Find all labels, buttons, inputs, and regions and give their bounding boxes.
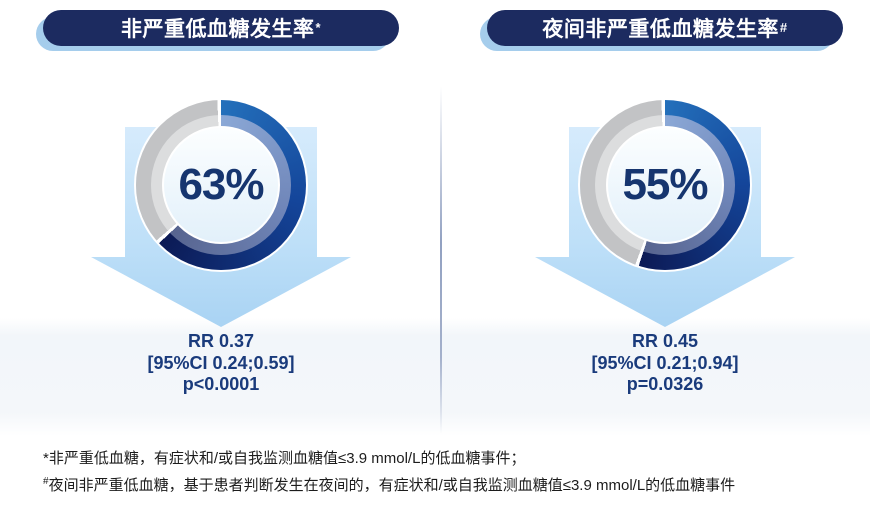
panel-nocturnal-nonsevere-hypoglycemia: 夜间非严重低血糖发生率 # 55% RR 0.45 [95%CI 0.21;0.9… [475, 0, 855, 445]
stats-block: RR 0.45 [95%CI 0.21;0.94] p=0.0326 [475, 331, 855, 396]
stats-block: RR 0.37 [95%CI 0.24;0.59] p<0.0001 [31, 331, 411, 396]
footnote-marker: * [43, 450, 49, 467]
header-pill: 夜间非严重低血糖发生率 # [487, 10, 843, 46]
footnote-line: *非严重低血糖，有症状和/或自我监测血糖值≤3.9 mmol/L的低血糖事件； [43, 448, 854, 471]
percent-label: 63% [178, 160, 264, 209]
donut-chart: 55% [580, 100, 750, 270]
footnote-line: #夜间非严重低血糖，基于患者判断发生在夜间的，有症状和/或自我监测血糖值≤3.9… [43, 471, 854, 498]
ci-text: [95%CI 0.24;0.59] [147, 352, 295, 373]
donut-hole: 55% [606, 126, 724, 244]
donut-hole: 63% [162, 126, 280, 244]
stats-background-band [0, 318, 870, 436]
header-title: 非严重低血糖发生率 [120, 18, 315, 41]
panel-divider [440, 86, 442, 434]
footnote-text: 夜间非严重低血糖，基于患者判断发生在夜间的，有症状和/或自我监测血糖值≤3.9 … [48, 476, 736, 494]
footnote-marker: # [43, 475, 49, 487]
rr-text: RR 0.37 [187, 331, 255, 351]
p-value-text: p<0.0001 [182, 374, 260, 394]
footnotes: *非严重低血糖，有症状和/或自我监测血糖值≤3.9 mmol/L的低血糖事件； … [43, 448, 854, 497]
panel-nonsevere-hypoglycemia: 非严重低血糖发生率 * 63% RR 0.37 [95%CI 0.24;0.59]… [31, 0, 411, 445]
p-value-text: p=0.0326 [626, 374, 704, 394]
header-title: 夜间非严重低血糖发生率 [542, 18, 779, 41]
rr-text: RR 0.45 [631, 331, 699, 351]
ci-text: [95%CI 0.21;0.94] [591, 352, 739, 373]
donut-chart: 63% [136, 100, 306, 270]
header-pill: 非严重低血糖发生率 * [43, 10, 399, 46]
percent-label: 55% [622, 160, 708, 209]
footnote-text: 非严重低血糖，有症状和/或自我监测血糖值≤3.9 mmol/L的低血糖事件； [48, 450, 526, 467]
